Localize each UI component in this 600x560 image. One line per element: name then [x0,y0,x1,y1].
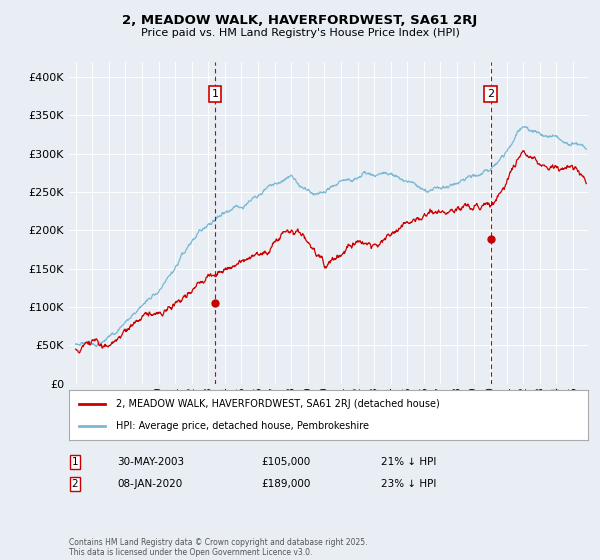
Text: 2, MEADOW WALK, HAVERFORDWEST, SA61 2RJ (detached house): 2, MEADOW WALK, HAVERFORDWEST, SA61 2RJ … [116,399,439,409]
Text: 2, MEADOW WALK, HAVERFORDWEST, SA61 2RJ: 2, MEADOW WALK, HAVERFORDWEST, SA61 2RJ [122,14,478,27]
Text: HPI: Average price, detached house, Pembrokeshire: HPI: Average price, detached house, Pemb… [116,421,369,431]
Text: 1: 1 [212,89,218,99]
Text: £189,000: £189,000 [261,479,310,489]
Text: 30-MAY-2003: 30-MAY-2003 [117,457,184,467]
Text: Contains HM Land Registry data © Crown copyright and database right 2025.
This d: Contains HM Land Registry data © Crown c… [69,538,367,557]
Text: 08-JAN-2020: 08-JAN-2020 [117,479,182,489]
Text: 1: 1 [71,457,79,467]
Text: Price paid vs. HM Land Registry's House Price Index (HPI): Price paid vs. HM Land Registry's House … [140,28,460,38]
Text: 2: 2 [71,479,79,489]
Text: 21% ↓ HPI: 21% ↓ HPI [381,457,436,467]
Text: 2: 2 [487,89,494,99]
Text: 23% ↓ HPI: 23% ↓ HPI [381,479,436,489]
Text: £105,000: £105,000 [261,457,310,467]
